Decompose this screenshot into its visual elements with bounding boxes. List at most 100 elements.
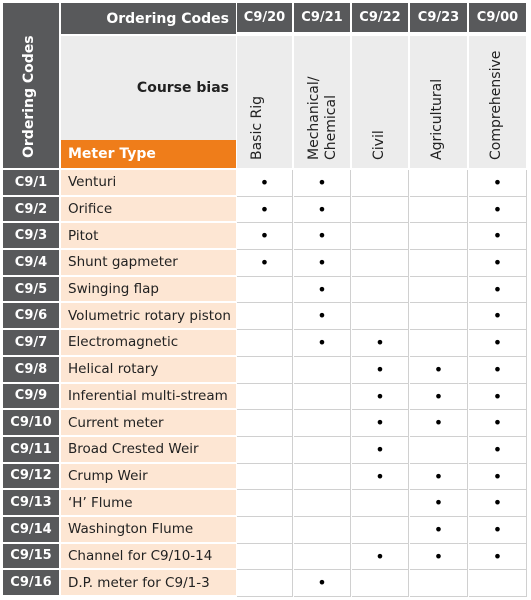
cell: • <box>469 516 527 544</box>
cell <box>294 383 351 411</box>
dot: • <box>317 173 327 192</box>
meter-type: Pitot <box>61 223 236 251</box>
cell: • <box>469 303 527 331</box>
cell <box>352 276 409 304</box>
dot: • <box>433 413 444 433</box>
dot: • <box>375 439 385 459</box>
row-code: C9/10 <box>3 410 59 437</box>
column-header: Mechanical/ Chemical <box>294 36 350 168</box>
cell: • <box>469 330 527 357</box>
row-code: C9/8 <box>3 356 59 384</box>
dot: • <box>259 253 270 273</box>
cell: • <box>469 383 527 411</box>
cell: • <box>469 250 527 277</box>
cell <box>410 250 468 277</box>
cell <box>237 303 293 331</box>
cell <box>352 223 409 251</box>
cell: • <box>352 356 409 384</box>
cell <box>237 356 293 384</box>
cell: • <box>469 490 527 517</box>
cell <box>410 436 468 464</box>
cell: • <box>294 223 351 251</box>
meter-type: D.P. meter for C9/1-3 <box>61 570 236 597</box>
cell: • <box>237 170 293 197</box>
cell: • <box>237 223 293 251</box>
course-bias: Basic Rig <box>249 95 265 160</box>
cell <box>352 516 409 544</box>
meter-type: Helical rotary <box>61 356 236 384</box>
column-header: Civil <box>352 36 408 168</box>
cell <box>237 276 293 304</box>
row-code: C9/7 <box>3 330 59 357</box>
dot: • <box>317 199 327 219</box>
cell <box>352 196 409 224</box>
cell <box>469 570 527 597</box>
row-code: C9/6 <box>3 303 59 331</box>
dot: • <box>492 466 503 486</box>
cell <box>352 570 409 597</box>
dot: • <box>317 306 327 326</box>
row-code: C9/13 <box>3 490 59 517</box>
cell: • <box>294 570 351 597</box>
cell <box>410 303 468 331</box>
row-code: C9/4 <box>3 250 59 277</box>
corner-cell: Ordering Codes <box>3 3 59 168</box>
cell: • <box>352 410 409 437</box>
dot: • <box>433 493 444 513</box>
dot: • <box>492 253 503 273</box>
cell <box>410 223 468 251</box>
row-code: C9/5 <box>3 276 59 304</box>
cell <box>237 543 293 571</box>
dot: • <box>259 173 270 192</box>
meter-type: Orifice <box>61 196 236 224</box>
cell: • <box>352 330 409 357</box>
column-code: C9/20 <box>237 3 292 34</box>
dot: • <box>492 519 503 539</box>
cell: • <box>237 250 293 277</box>
dot: • <box>492 173 503 192</box>
dot: • <box>492 439 503 459</box>
meter-type: Washington Flume <box>61 516 236 544</box>
course-bias: Mechanical/ Chemical <box>306 76 339 161</box>
dot: • <box>317 279 327 299</box>
cell <box>352 303 409 331</box>
dot: • <box>492 413 503 433</box>
row-code: C9/3 <box>3 223 59 251</box>
cell <box>410 196 468 224</box>
dot: • <box>492 226 503 246</box>
row-code: C9/14 <box>3 516 59 544</box>
cell <box>294 356 351 384</box>
cell <box>294 436 351 464</box>
cell: • <box>352 383 409 411</box>
dot: • <box>433 359 444 379</box>
cell: • <box>352 436 409 464</box>
cell: • <box>410 383 468 411</box>
dot: • <box>492 546 503 566</box>
cell <box>237 410 293 437</box>
dot: • <box>492 493 503 513</box>
column-header: Basic Rig <box>237 36 292 168</box>
meter-type: Broad Crested Weir <box>61 436 236 464</box>
dot: • <box>259 226 270 246</box>
cell: • <box>469 276 527 304</box>
cell: • <box>469 170 527 197</box>
cell <box>294 490 351 517</box>
cell <box>410 330 468 357</box>
course-bias: Agricultural <box>429 78 445 160</box>
cell <box>294 516 351 544</box>
dot: • <box>492 279 503 299</box>
cell: • <box>294 196 351 224</box>
cell <box>237 330 293 357</box>
cell: • <box>294 330 351 357</box>
dot: • <box>433 386 444 406</box>
cell: • <box>294 250 351 277</box>
cell <box>352 170 409 197</box>
dot: • <box>317 573 327 593</box>
cell: • <box>469 463 527 491</box>
row-code: C9/15 <box>3 543 59 571</box>
dot: • <box>433 466 444 486</box>
row-code: C9/9 <box>3 383 59 411</box>
cell <box>352 490 409 517</box>
cell <box>410 170 468 197</box>
